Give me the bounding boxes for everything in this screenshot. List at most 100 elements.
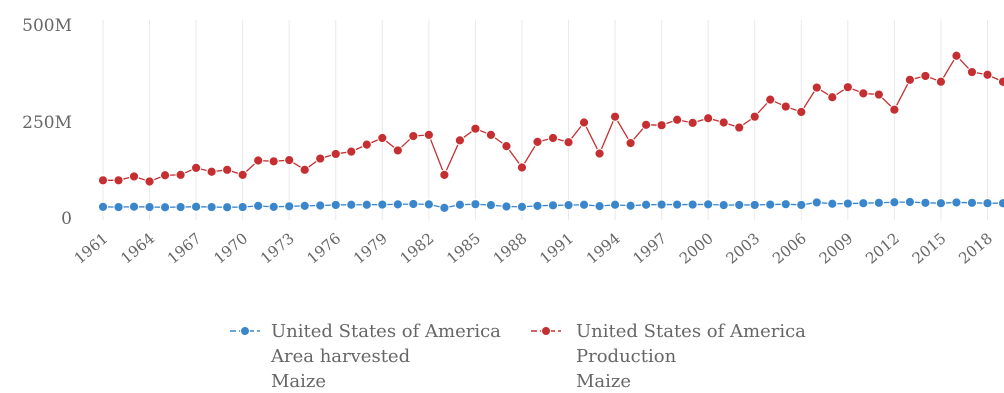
data-point[interactable] bbox=[299, 200, 310, 212]
data-point[interactable] bbox=[346, 199, 357, 210]
data-point[interactable] bbox=[734, 122, 745, 133]
data-point[interactable] bbox=[780, 101, 791, 112]
data-point[interactable] bbox=[656, 120, 667, 131]
data-point[interactable] bbox=[532, 200, 543, 212]
data-point[interactable] bbox=[578, 199, 590, 210]
data-point[interactable] bbox=[873, 197, 884, 208]
data-point[interactable] bbox=[563, 200, 574, 211]
data-point[interactable] bbox=[873, 89, 884, 100]
data-point[interactable] bbox=[827, 92, 838, 103]
data-point[interactable] bbox=[408, 130, 419, 142]
data-point[interactable] bbox=[997, 198, 1004, 209]
data-point[interactable] bbox=[920, 70, 931, 82]
legend-item-area-harvested[interactable]: United States of America Area harvested … bbox=[230, 321, 501, 392]
data-point[interactable] bbox=[284, 201, 295, 212]
data-point[interactable] bbox=[159, 202, 171, 213]
data-point[interactable] bbox=[361, 139, 372, 150]
data-point[interactable] bbox=[858, 88, 869, 99]
data-point[interactable] bbox=[796, 106, 807, 118]
data-point[interactable] bbox=[377, 199, 388, 210]
data-point[interactable] bbox=[423, 129, 434, 141]
data-point[interactable] bbox=[392, 199, 403, 210]
data-point[interactable] bbox=[113, 201, 124, 213]
data-point[interactable] bbox=[222, 202, 233, 213]
data-point[interactable] bbox=[703, 113, 714, 124]
data-point[interactable] bbox=[749, 199, 760, 211]
data-point[interactable] bbox=[904, 196, 916, 208]
data-point[interactable] bbox=[687, 117, 698, 128]
data-point[interactable] bbox=[687, 199, 698, 210]
data-point[interactable] bbox=[982, 69, 993, 80]
data-point[interactable] bbox=[175, 169, 186, 180]
data-point[interactable] bbox=[734, 199, 745, 211]
data-point[interactable] bbox=[128, 201, 140, 212]
data-point[interactable] bbox=[144, 176, 155, 187]
data-point[interactable] bbox=[858, 198, 869, 209]
data-point[interactable] bbox=[237, 169, 248, 180]
data-point[interactable] bbox=[516, 201, 528, 212]
data-point[interactable] bbox=[439, 202, 450, 213]
data-point[interactable] bbox=[625, 137, 636, 149]
data-point[interactable] bbox=[97, 175, 109, 186]
data-point[interactable] bbox=[904, 74, 916, 85]
data-point[interactable] bbox=[454, 199, 465, 210]
data-point[interactable] bbox=[842, 198, 853, 209]
data-point[interactable] bbox=[439, 169, 450, 180]
data-point[interactable] bbox=[315, 200, 326, 211]
data-point[interactable] bbox=[392, 145, 403, 156]
data-point[interactable] bbox=[765, 199, 776, 210]
data-point[interactable] bbox=[966, 197, 978, 208]
data-point[interactable] bbox=[330, 199, 341, 211]
data-point[interactable] bbox=[951, 197, 962, 208]
data-point[interactable] bbox=[547, 132, 559, 144]
data-point[interactable] bbox=[268, 156, 279, 167]
data-point[interactable] bbox=[625, 200, 636, 211]
data-point[interactable] bbox=[765, 94, 776, 105]
data-point[interactable] bbox=[672, 114, 683, 125]
data-point[interactable] bbox=[284, 155, 295, 166]
data-point[interactable] bbox=[966, 66, 978, 78]
data-point[interactable] bbox=[423, 199, 434, 210]
data-point[interactable] bbox=[237, 201, 248, 213]
data-point[interactable] bbox=[206, 166, 217, 177]
data-point[interactable] bbox=[97, 201, 109, 212]
data-point[interactable] bbox=[811, 197, 822, 208]
data-point[interactable] bbox=[609, 111, 621, 122]
data-point[interactable] bbox=[641, 199, 652, 210]
data-point[interactable] bbox=[330, 148, 341, 160]
data-point[interactable] bbox=[532, 136, 543, 147]
data-point[interactable] bbox=[268, 201, 279, 212]
data-point[interactable] bbox=[501, 201, 512, 212]
data-point[interactable] bbox=[811, 82, 822, 93]
data-point[interactable] bbox=[175, 201, 186, 213]
data-point[interactable] bbox=[982, 198, 993, 209]
data-point[interactable] bbox=[889, 104, 900, 115]
data-point[interactable] bbox=[144, 201, 155, 213]
data-point[interactable] bbox=[299, 164, 310, 175]
data-point[interactable] bbox=[547, 200, 559, 211]
data-point[interactable] bbox=[997, 76, 1004, 87]
data-point[interactable] bbox=[780, 199, 791, 210]
data-point[interactable] bbox=[485, 129, 497, 141]
data-point[interactable] bbox=[253, 200, 264, 212]
data-point[interactable] bbox=[718, 117, 729, 128]
data-point[interactable] bbox=[191, 162, 202, 173]
data-point[interactable] bbox=[516, 162, 528, 173]
data-point[interactable] bbox=[377, 132, 388, 144]
data-point[interactable] bbox=[935, 76, 947, 87]
data-point[interactable] bbox=[889, 197, 900, 208]
data-point[interactable] bbox=[827, 198, 838, 209]
data-point[interactable] bbox=[470, 199, 481, 210]
legend-item-production[interactable]: United States of America Production Maiz… bbox=[531, 321, 806, 392]
data-point[interactable] bbox=[594, 201, 605, 212]
data-point[interactable] bbox=[842, 82, 853, 93]
data-point[interactable] bbox=[749, 111, 760, 122]
data-point[interactable] bbox=[935, 198, 947, 209]
data-point[interactable] bbox=[454, 135, 465, 146]
data-point[interactable] bbox=[656, 199, 667, 210]
data-point[interactable] bbox=[253, 155, 264, 166]
data-point[interactable] bbox=[315, 153, 326, 164]
data-point[interactable] bbox=[594, 148, 605, 159]
data-point[interactable] bbox=[609, 199, 621, 210]
data-point[interactable] bbox=[159, 170, 171, 181]
